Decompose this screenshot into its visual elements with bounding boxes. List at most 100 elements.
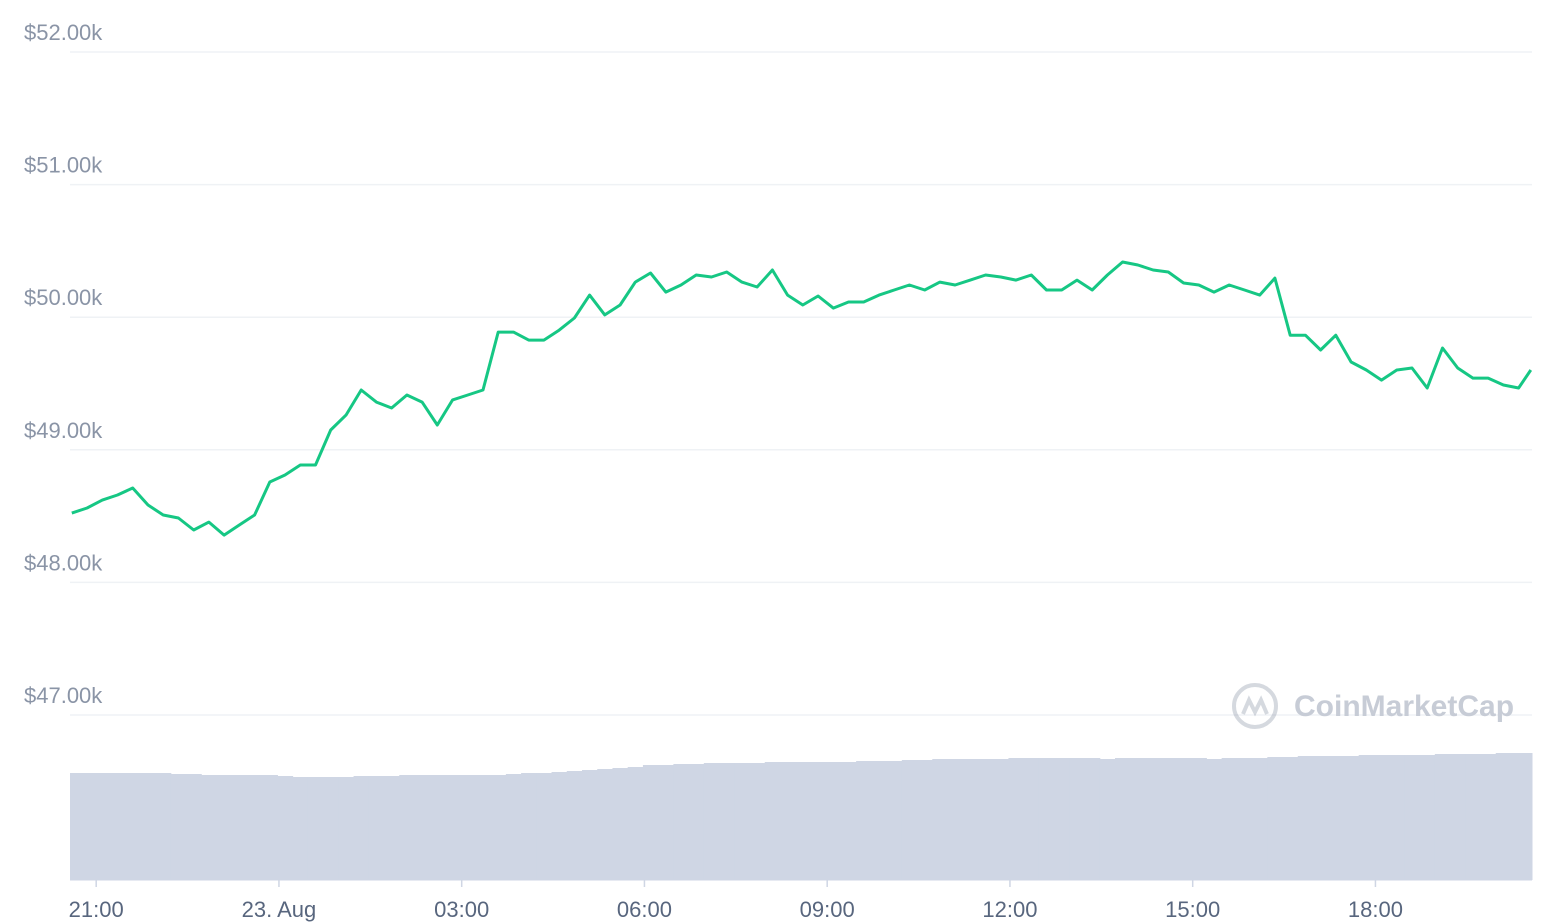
volume-bar [1343,756,1360,880]
volume-bar [79,773,96,880]
volume-bar [840,762,857,880]
volume-bar [429,775,446,880]
volume-bar [94,773,111,880]
watermark: CoinMarketCap [1294,690,1514,723]
volume-bar [627,767,644,880]
x-tick-label: 09:00 [800,897,855,922]
x-tick-label: 15:00 [1165,897,1220,922]
volume-bar [216,775,233,880]
volume-bar [795,762,811,880]
y-tick-label: $51.00k [24,153,103,178]
x-tick-label: 18:00 [1348,897,1403,922]
volume-bar [1297,756,1314,880]
volume-bar [1267,757,1284,880]
volume-bar [307,777,324,880]
volume-bar [932,759,949,880]
volume-bar [338,777,355,880]
volume-bar [140,773,157,880]
volume-bar [1450,754,1466,880]
volume-bar [201,775,218,880]
volume-bar [1236,758,1253,880]
volume-bar [109,773,126,880]
volume-bar [947,759,964,880]
volume-bar [368,776,385,880]
volume-bar [70,773,80,880]
volume-bar [1434,754,1451,880]
volume-bar [673,764,690,880]
volume-bar [977,759,994,880]
volume-bar [1480,754,1497,880]
x-tick-label: 03:00 [434,897,489,922]
volume-bar [993,759,1009,880]
y-tick-label: $47.00k [24,683,103,708]
volume-bar [1115,758,1131,880]
volume-bar [764,762,781,880]
volume-bar [1328,756,1344,880]
volume-bar [1145,758,1162,880]
volume-bar [749,763,766,880]
volume-bar [810,762,827,880]
volume-bar [1282,757,1299,880]
volume-bar [642,765,659,880]
volume-bar [566,771,583,880]
volume-bar [1510,753,1527,880]
volume-bar [1465,754,1482,880]
volume-bar [460,775,476,880]
volume-bar [1206,759,1223,880]
volume-bar [825,762,842,880]
volume-bar [901,760,918,880]
volume-bar [688,764,705,880]
volume-bar [399,775,415,880]
x-tick-label: 06:00 [617,897,672,922]
volume-bar [414,775,431,880]
volume-bar [1008,758,1025,880]
volume-bar [1221,758,1238,880]
volume-bar [612,768,629,880]
volume-bar [155,773,172,880]
volume-bar [962,759,979,880]
volume-bar [1373,755,1390,880]
volume-bar [1358,755,1375,880]
volume-bar [444,775,461,880]
x-tick-label: 23. Aug [242,897,317,922]
volume-bar [292,777,309,880]
volume-bar [582,770,598,880]
watermark-logo [1232,683,1278,729]
volume-bar [1099,759,1116,880]
volume-bar [1038,758,1055,880]
volume-bar [384,776,400,880]
x-tick-label: 12:00 [982,897,1037,922]
volume-bar [1084,758,1101,880]
volume-bar [1175,758,1192,880]
y-tick-label: $50.00k [24,285,103,310]
volume-bar [886,761,903,880]
volume-bar [1191,758,1207,880]
volume-bar [734,763,751,880]
volume-bar [1023,758,1040,880]
volume-bar [475,775,492,880]
volume-bar [871,761,888,880]
volume-bar [277,776,294,880]
volume-bar [1054,758,1070,880]
volume-bar [536,773,553,880]
volume-bar [323,777,339,880]
volume-bar [262,775,278,880]
y-tick-label: $48.00k [24,550,103,575]
volume-bar [1404,755,1421,880]
price-line [71,260,1533,537]
volume-bar [170,774,187,880]
volume-bar [917,760,933,880]
x-tick-label: 21:00 [69,897,124,922]
y-tick-label: $52.00k [24,20,103,45]
y-tick-label: $49.00k [24,418,103,443]
volume-bar [1419,755,1436,880]
volume-bar [779,762,796,880]
volume-bar [856,761,872,880]
volume-bar [1495,753,1512,880]
volume-bar [125,773,141,880]
volume-bar [1252,758,1268,880]
volume-bar [353,776,370,880]
volume-bar [1069,758,1086,880]
volume-bar [521,773,537,880]
